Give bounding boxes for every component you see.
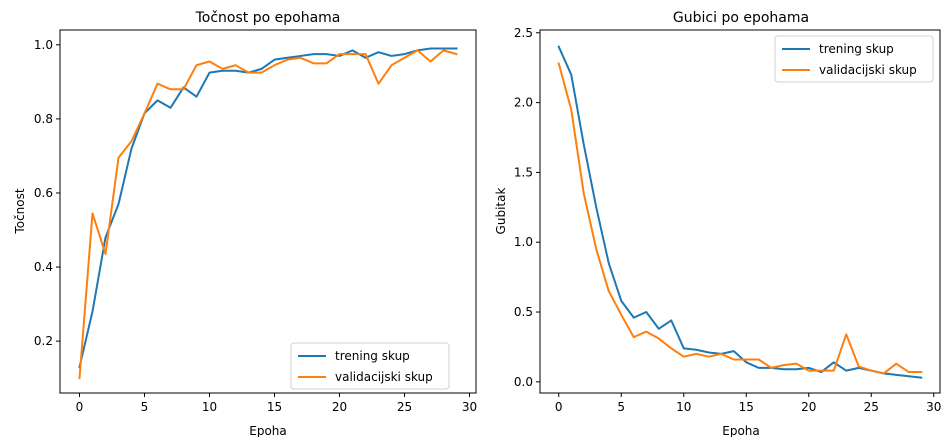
- accuracy-y-tick-label: 0.4: [34, 260, 53, 274]
- loss-tick-layer: 0 5 10 15 20 25 30 0.0 0.5 1.0 1.5 2.0 2.5: [514, 26, 941, 414]
- loss-legend: trening skup validacijski skup: [774, 35, 934, 83]
- loss-plot-frame: [539, 29, 941, 394]
- loss-y-tick-label: 1.5: [514, 165, 533, 179]
- accuracy-series-training-line: [78, 47, 458, 369]
- accuracy-x-tick-label: 10: [202, 400, 217, 414]
- accuracy-legend-box: [290, 342, 450, 390]
- loss-y-tick-label: 0.5: [514, 305, 533, 319]
- accuracy-legend: trening skup validacijski skup: [290, 342, 450, 390]
- loss-x-tick-label: 25: [864, 400, 879, 414]
- loss-x-tick-label: 0: [555, 400, 563, 414]
- loss-x-tick-label: 5: [617, 400, 625, 414]
- loss-y-tick-label: 2.0: [514, 96, 533, 110]
- accuracy-x-tick-label: 15: [267, 400, 282, 414]
- loss-y-tick-label: 2.5: [514, 26, 533, 40]
- accuracy-y-axis-label: Točnost: [13, 188, 27, 234]
- accuracy-x-tick-label: 20: [332, 400, 347, 414]
- loss-y-tick-label: 1.0: [514, 235, 533, 249]
- loss-series-layer: [557, 45, 923, 379]
- accuracy-chart: Točnost po epohama 0 5 10 15 20 25 30 0.2 0.4 0.6…: [13, 10, 477, 437]
- accuracy-x-tick-label: 0: [76, 400, 84, 414]
- accuracy-y-tick-label: 0.8: [34, 112, 53, 126]
- loss-x-tick-label: 10: [676, 400, 691, 414]
- loss-x-tick-label: 30: [926, 400, 941, 414]
- loss-chart-title: Gubici po epohama: [673, 10, 809, 26]
- accuracy-x-tick-label: 25: [397, 400, 412, 414]
- loss-x-axis-label: Epoha: [722, 424, 760, 437]
- loss-x-tick-label: 15: [739, 400, 754, 414]
- accuracy-y-tick-label: 0.6: [34, 186, 53, 200]
- accuracy-y-tick-label: 1.0: [34, 38, 53, 52]
- accuracy-x-axis-label: Epoha: [249, 424, 287, 437]
- loss-series-validation-line: [557, 62, 923, 375]
- accuracy-x-tick-label: 5: [141, 400, 149, 414]
- accuracy-chart-title: Točnost po epohama: [195, 10, 341, 26]
- accuracy-legend-label-training: trening skup: [335, 349, 410, 363]
- loss-legend-box: [774, 35, 934, 83]
- accuracy-series-layer: [78, 47, 458, 380]
- loss-y-axis-label: Gubitak: [494, 188, 508, 235]
- loss-legend-label-training: trening skup: [819, 42, 894, 56]
- accuracy-plot-frame: [59, 29, 477, 394]
- loss-x-tick-label: 20: [801, 400, 816, 414]
- accuracy-series-validation-line: [78, 49, 458, 380]
- loss-series-training-line: [557, 45, 923, 379]
- accuracy-tick-layer: 0 5 10 15 20 25 30 0.2 0.4 0.6 0.8 1.0: [34, 38, 477, 414]
- loss-y-tick-label: 0.0: [514, 375, 533, 389]
- loss-legend-label-validation: validacijski skup: [819, 63, 917, 77]
- accuracy-legend-label-validation: validacijski skup: [335, 370, 433, 384]
- loss-chart: Gubici po epohama 0 5 10 15 20 25 30 0.0 0.5 1.0 1…: [494, 10, 941, 437]
- accuracy-y-tick-label: 0.2: [34, 334, 53, 348]
- accuracy-x-tick-label: 30: [462, 400, 477, 414]
